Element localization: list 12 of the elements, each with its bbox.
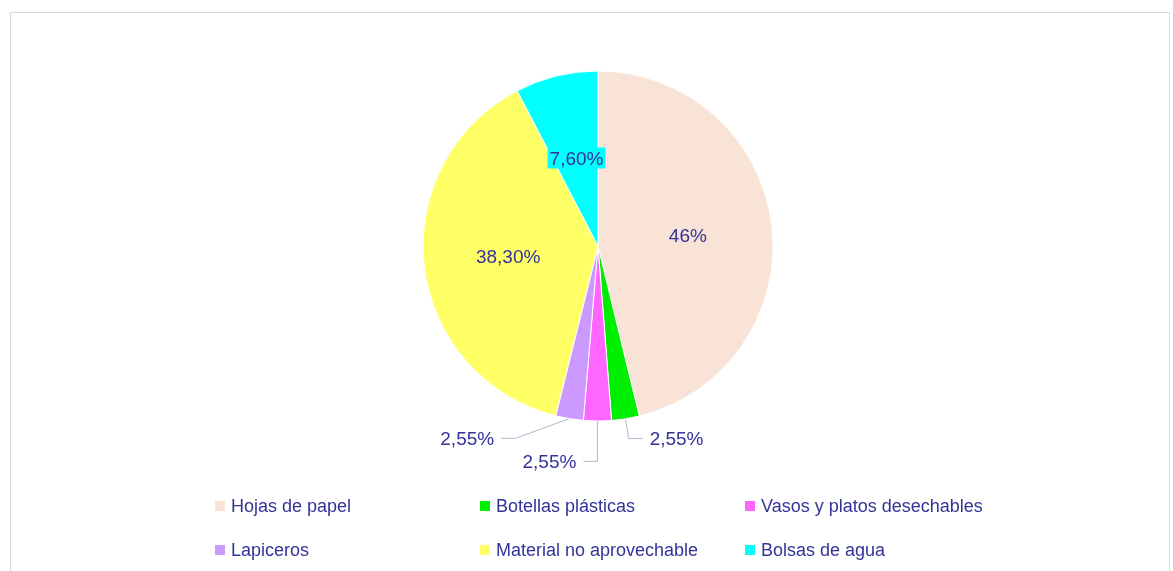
data-label: 46%: [668, 224, 707, 246]
legend-label: Lapiceros: [231, 540, 310, 560]
data-label: 2,55%: [522, 450, 577, 472]
legend-label: Vasos y platos desechables: [761, 496, 983, 516]
legend-label: Bolsas de agua: [761, 540, 887, 560]
legend-label: Material no aprovechable: [496, 540, 699, 560]
data-label: 2,55%: [649, 428, 704, 450]
data-label: 7,60%: [549, 147, 604, 169]
legend-label: Hojas de papel: [231, 496, 352, 516]
data-label: 2,55%: [440, 427, 495, 449]
legend-label: Botellas plásticas: [496, 496, 636, 516]
data-label: 38,30%: [475, 246, 541, 268]
